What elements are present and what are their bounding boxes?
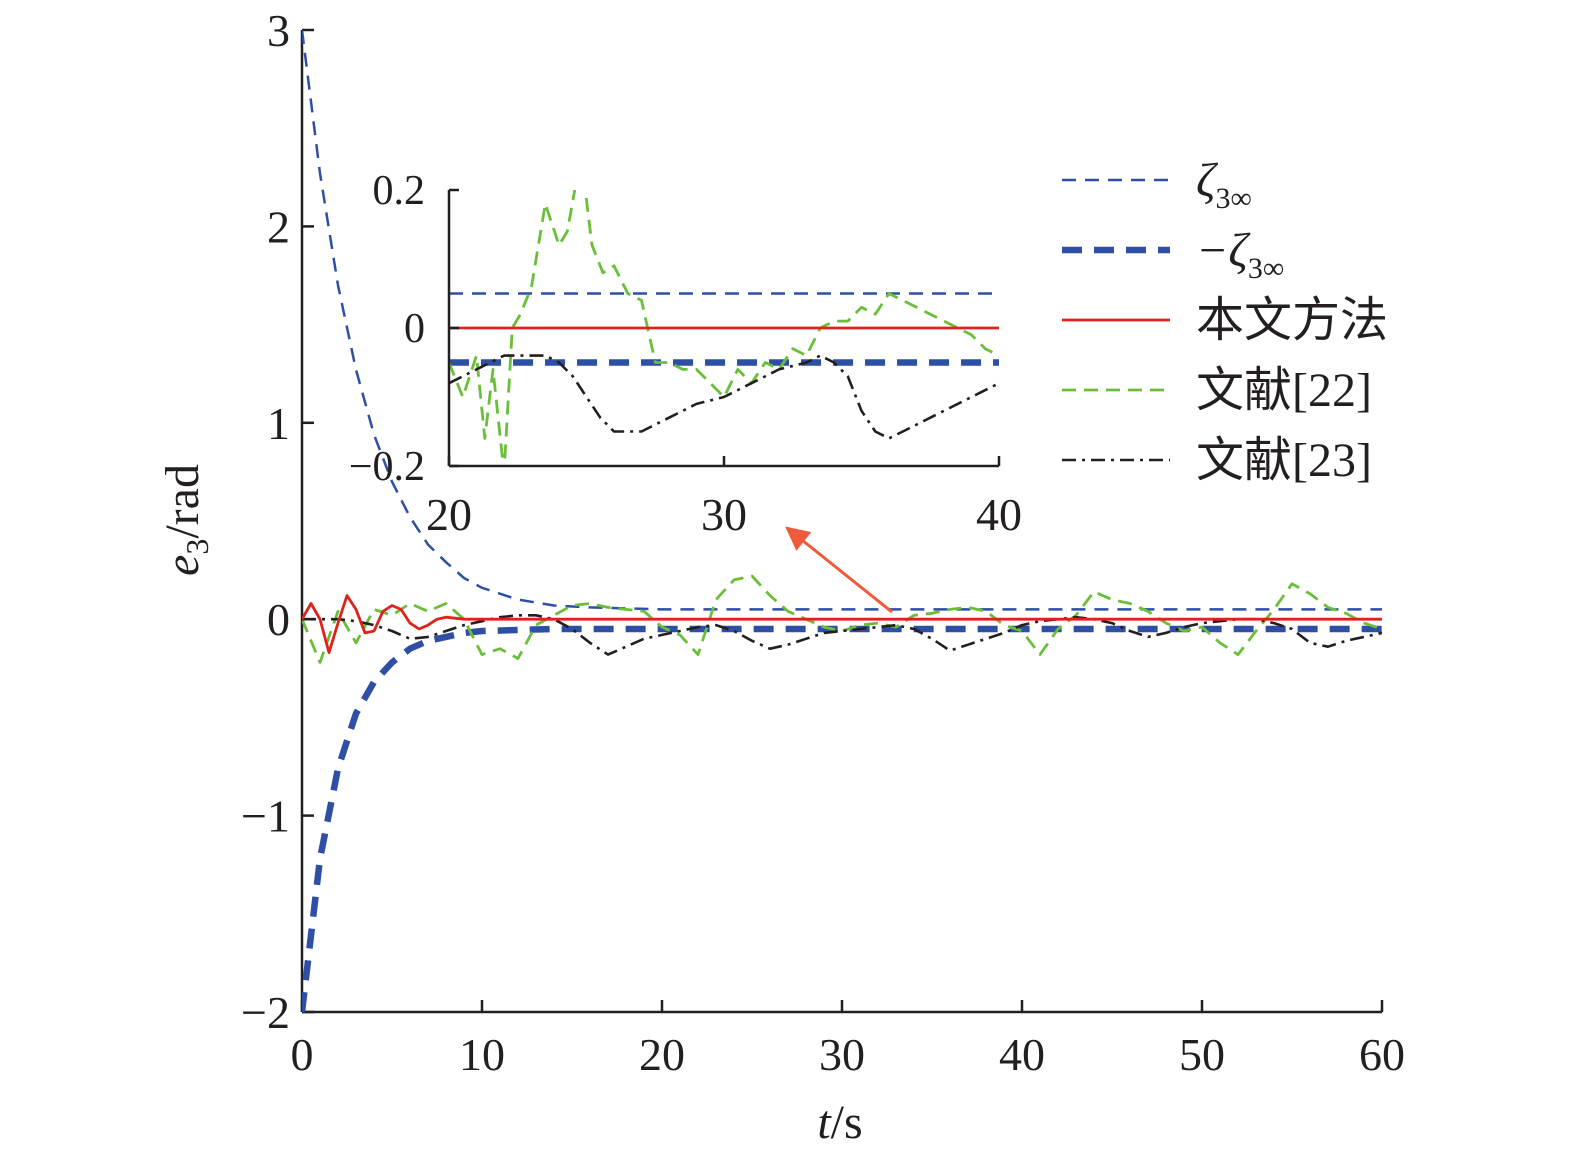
x-tick-label: 60	[1359, 1029, 1405, 1080]
inset-y-tick-label: 0.2	[373, 168, 426, 214]
inset-ticks: 20 30 40 −0.2 0 0.2	[349, 168, 1022, 540]
inset-series-line	[449, 354, 1000, 440]
y-tick-label: 1	[267, 398, 290, 449]
main-series-line	[302, 625, 1382, 1012]
x-tick-label: 0	[291, 1029, 314, 1080]
y-tick-label: 0	[267, 594, 290, 645]
x-tick-label: 50	[1179, 1029, 1225, 1080]
inset-x-tick-label: 30	[701, 489, 747, 540]
main-series-line	[302, 594, 1382, 654]
y-tick-label: −1	[241, 791, 290, 842]
x-axis-title: t/s	[817, 1096, 862, 1149]
inset-y-tick-label: −0.2	[349, 444, 425, 490]
main-series-line	[302, 30, 1382, 611]
x-tick-label: 20	[639, 1029, 685, 1080]
x-tick-label: 30	[819, 1029, 865, 1080]
main-ticks: 0 10 20 30 40 50 60 −2 −1 0 1 2 3	[241, 5, 1405, 1080]
main-series-line	[302, 613, 1382, 656]
main-series-line	[302, 574, 1382, 664]
inset-x-tick-label: 40	[976, 489, 1022, 540]
legend-label-proposed: 本文方法	[1196, 294, 1388, 347]
inset-series-line	[449, 190, 1000, 466]
y-tick-label: 2	[267, 201, 290, 252]
x-tick-label: 10	[459, 1029, 505, 1080]
annotation-arrow	[785, 526, 893, 614]
main-series	[302, 30, 1382, 1012]
legend-label-ref22: 文献[22]	[1196, 364, 1372, 417]
y-tick-label: 3	[267, 5, 290, 56]
inset-y-tick-label: 0	[404, 306, 425, 352]
legend-label-ref23: 文献[23]	[1196, 434, 1372, 487]
x-tick-label: 40	[999, 1029, 1045, 1080]
y-tick-label: −2	[241, 987, 290, 1038]
legend-label-zeta_pos: ζ3∞	[1196, 154, 1252, 215]
y-axis-title: e3/rad	[156, 464, 215, 576]
inset-x-tick-label: 20	[426, 489, 472, 540]
legend-label-zeta_neg: −ζ3∞	[1196, 224, 1284, 285]
inset-series	[449, 190, 1000, 466]
